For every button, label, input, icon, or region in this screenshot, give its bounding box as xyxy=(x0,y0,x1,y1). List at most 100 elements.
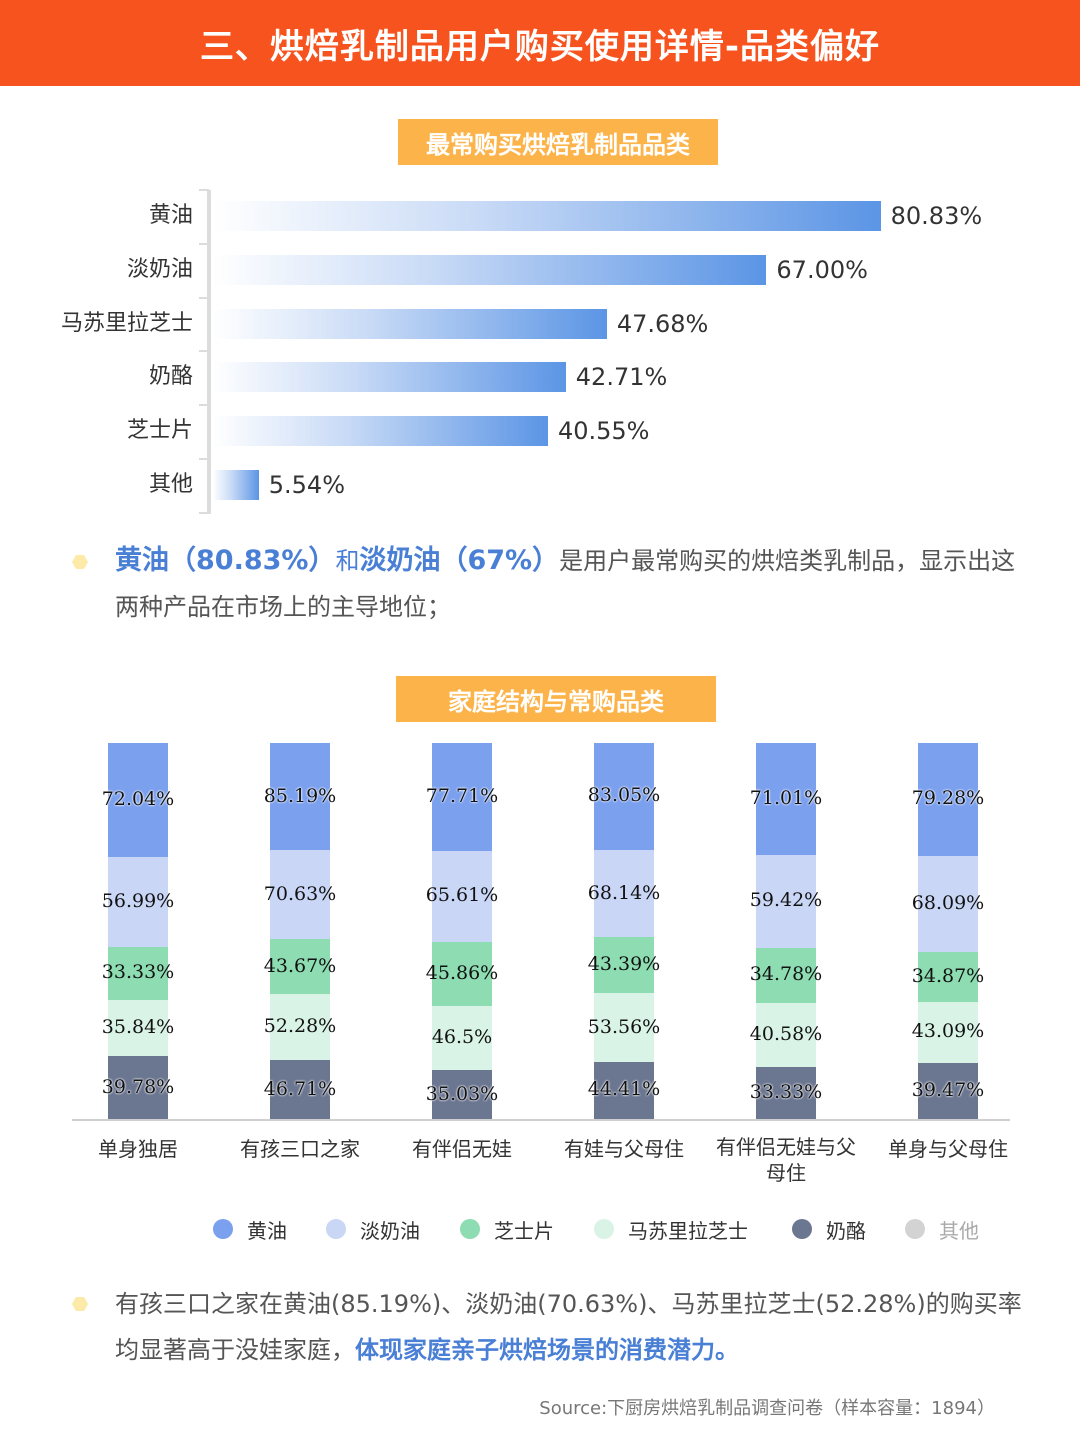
stack-segment xyxy=(432,850,492,943)
legend-item: 马苏里拉芝士 xyxy=(594,1212,748,1246)
legend-item: 芝士片 xyxy=(460,1212,554,1246)
segment-value-label: 46.71% xyxy=(263,1077,337,1100)
bar-value-label: 40.55% xyxy=(557,417,650,446)
stack-segment xyxy=(270,850,330,940)
bar xyxy=(213,254,767,285)
axis-tick xyxy=(199,350,209,353)
bar-category-label: 芝士片 xyxy=(126,418,193,444)
highlight-cream: 淡奶油（67%） xyxy=(359,545,560,576)
category-label: 有孩三口之家 xyxy=(220,1136,380,1162)
segment-value-label: 33.33% xyxy=(101,961,175,984)
segment-value-label: 79.28% xyxy=(911,787,985,810)
category-label-line: 单身与父母住 xyxy=(888,1137,1008,1161)
bar-row: 黄油 80.83% xyxy=(0,189,1080,243)
segment-value-label: 71.01% xyxy=(749,786,823,809)
stack-segment xyxy=(756,1002,816,1067)
segment-value-label: 43.39% xyxy=(587,953,661,976)
stack-segment xyxy=(108,743,168,857)
segment-value-label: 43.67% xyxy=(263,954,337,977)
note-rest-text: 是用户最常购买的烘焙类乳制品，显示出这两种产品在市场上的主导地位； xyxy=(115,547,1016,621)
segment-value-label: 39.47% xyxy=(911,1078,985,1101)
bar-row: 奶酪 42.71% xyxy=(0,350,1080,404)
stack-segment xyxy=(108,856,168,947)
segment-value-label: 35.03% xyxy=(425,1082,499,1105)
chart-baseline xyxy=(72,1119,1010,1121)
stack-segment xyxy=(432,942,492,1006)
segment-value-label: 43.09% xyxy=(911,1020,985,1043)
stack-segment xyxy=(918,1001,978,1063)
stack-segment xyxy=(594,849,654,938)
category-label: 单身与父母住 xyxy=(868,1136,1028,1162)
stack-segment xyxy=(270,1060,330,1119)
stack-segment xyxy=(594,937,654,994)
bar xyxy=(213,362,566,393)
insight-note-1: 黄油（80.83%）和淡奶油（67%）是用户最常购买的烘焙类乳制品，显示出这两种… xyxy=(115,538,1025,630)
stack-segment xyxy=(918,743,978,856)
segment-value-label: 68.14% xyxy=(587,881,661,904)
note-text: 有孩三口之家在黄油(85.19%)、淡奶油(70.63%)、马苏里拉芝士(52.… xyxy=(115,1290,1022,1364)
axis-tick xyxy=(199,296,209,299)
segment-value-label: 70.63% xyxy=(263,882,337,905)
segment-value-label: 35.84% xyxy=(101,1015,175,1038)
category-label: 有伴侣无娃 xyxy=(382,1136,542,1162)
segment-value-label: 39.78% xyxy=(101,1075,175,1098)
bar-category-label: 淡奶油 xyxy=(126,256,193,282)
category-label-line: 有孩三口之家 xyxy=(240,1137,360,1161)
segment-value-label: 77.71% xyxy=(425,784,499,807)
legend-label: 马苏里拉芝士 xyxy=(628,1218,748,1243)
stack-segment xyxy=(270,743,330,851)
stack-segment xyxy=(432,743,492,851)
stack-segment xyxy=(594,993,654,1062)
bar xyxy=(213,201,881,231)
segment-value-label: 52.28% xyxy=(263,1015,337,1038)
page-title: 三、烘焙乳制品用户购买使用详情-品类偏好 xyxy=(199,26,881,67)
bar-category-label: 其他 xyxy=(148,472,193,497)
stack-segment xyxy=(756,743,816,855)
bar-value-label: 47.68% xyxy=(616,309,709,338)
stack-segment xyxy=(108,946,168,1000)
legend-swatch xyxy=(792,1219,812,1239)
bullet-icon xyxy=(72,555,88,569)
stack-segment xyxy=(918,855,978,953)
stack-segment xyxy=(270,939,330,995)
bar-chart-axis xyxy=(207,190,211,514)
bar-category-label: 奶酪 xyxy=(148,364,193,390)
bar-value-label: 80.83% xyxy=(890,202,983,230)
segment-value-label: 45.86% xyxy=(425,961,499,984)
legend-item: 淡奶油 xyxy=(326,1212,420,1246)
page-header: 三、烘焙乳制品用户购买使用详情-品类偏好 xyxy=(0,0,1080,86)
stack-segment xyxy=(108,1056,168,1119)
section-title-top-categories: 最常购买烘焙乳制品品类 xyxy=(398,119,718,165)
bullet-icon xyxy=(72,1297,88,1311)
category-label-line: 母住 xyxy=(766,1161,806,1185)
axis-tick xyxy=(199,511,209,514)
category-label: 单身独居 xyxy=(58,1136,218,1162)
stack-segment xyxy=(918,1062,978,1119)
legend-swatch xyxy=(905,1219,925,1239)
axis-tick xyxy=(199,189,209,191)
stack-segment xyxy=(918,952,978,1002)
bar-value-label: 67.00% xyxy=(776,255,868,284)
legend-label: 淡奶油 xyxy=(360,1218,420,1243)
segment-value-label: 46.5% xyxy=(431,1026,493,1049)
bar-category-label: 黄油 xyxy=(148,203,193,228)
bar-value-label: 42.71% xyxy=(575,363,668,392)
legend-swatch xyxy=(213,1219,233,1239)
legend-label: 奶酪 xyxy=(826,1218,866,1243)
conjunction-text: 和 xyxy=(335,547,360,575)
legend-item: 奶酪 xyxy=(792,1212,866,1246)
legend-item: 黄油 xyxy=(213,1212,287,1246)
legend-swatch xyxy=(326,1219,346,1239)
segment-value-label: 65.61% xyxy=(425,884,499,907)
stack-segment xyxy=(756,948,816,1003)
category-label-line: 单身独居 xyxy=(98,1137,178,1161)
legend-swatch xyxy=(460,1219,480,1239)
segment-value-label: 44.41% xyxy=(587,1078,661,1101)
legend-item: 其他 xyxy=(905,1212,979,1246)
legend-label: 其他 xyxy=(939,1218,979,1243)
axis-tick xyxy=(199,242,209,245)
stack-segment xyxy=(432,1070,492,1119)
segment-value-label: 53.56% xyxy=(587,1015,661,1038)
stacked-bar-chart: 39.78% 35.84% 33.33% 56.99% 72.04% 单身独居 46.71%… xyxy=(0,735,1080,1195)
legend-swatch xyxy=(594,1219,614,1239)
